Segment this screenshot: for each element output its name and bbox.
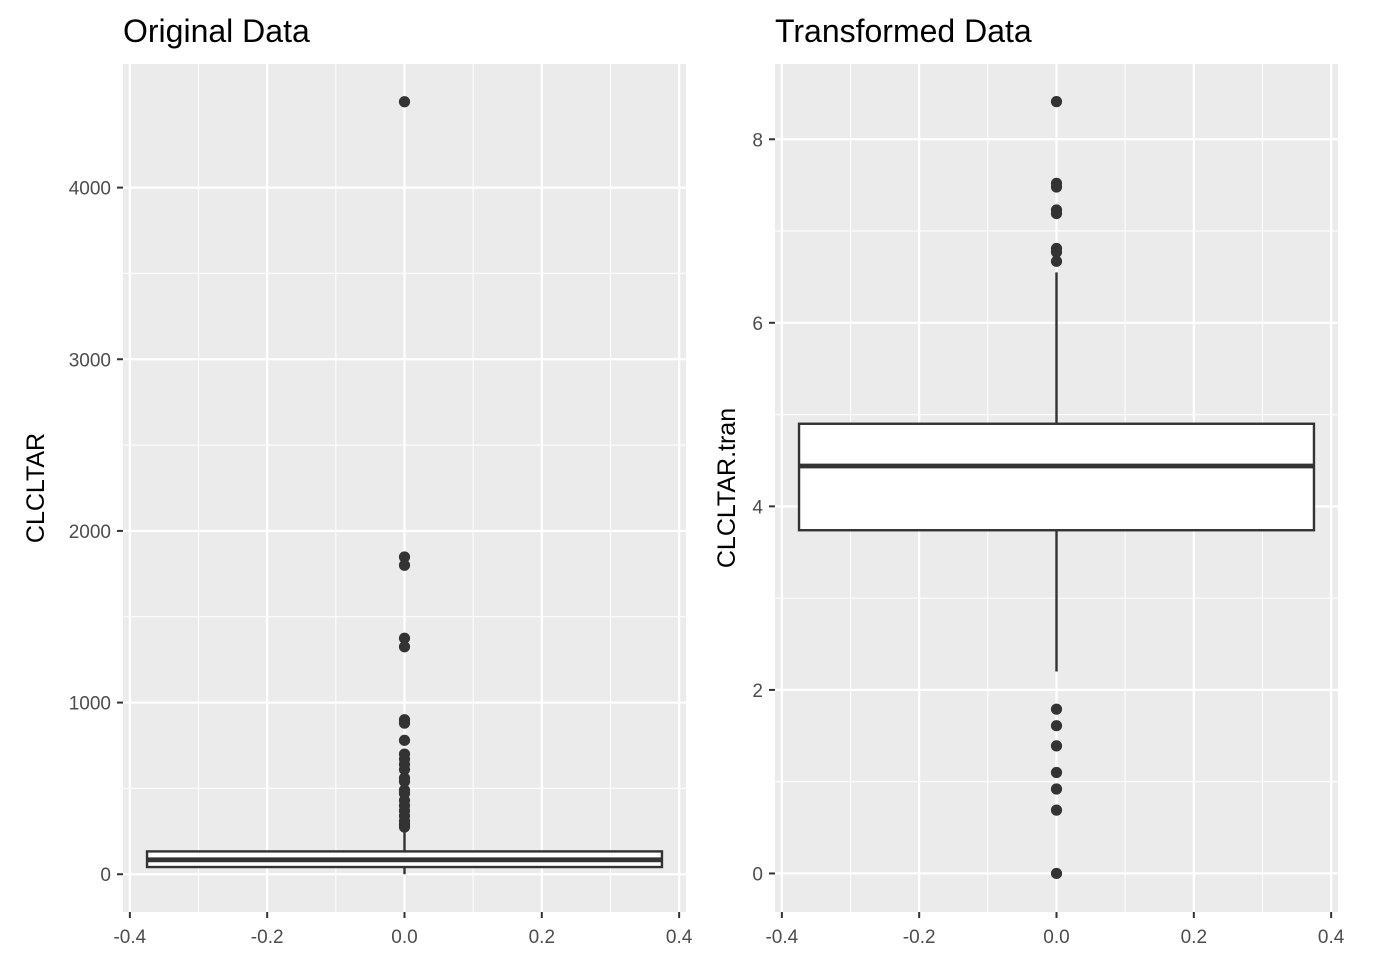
x-tick-label: -0.2 xyxy=(903,927,936,948)
outlier-point xyxy=(398,821,411,833)
outlier-point xyxy=(398,96,411,108)
outlier-point xyxy=(1050,96,1063,108)
x-tick-label: 0.0 xyxy=(1043,927,1069,948)
outlier-point xyxy=(1050,783,1063,795)
outlier-point xyxy=(1050,207,1063,220)
box-iqr xyxy=(797,422,1316,532)
x-tick-label: 0.0 xyxy=(391,927,417,948)
outlier-point xyxy=(398,763,411,776)
outlier-point xyxy=(1050,255,1063,267)
outlier-point xyxy=(1050,804,1063,816)
outlier-point xyxy=(1050,740,1063,752)
x-tick-label: -0.4 xyxy=(765,927,798,948)
outlier-point xyxy=(398,717,411,729)
outlier-point xyxy=(1050,181,1063,193)
outlier-point xyxy=(398,641,411,653)
x-tick-label: 0.4 xyxy=(1318,927,1345,948)
outlier-point xyxy=(1050,703,1063,715)
outlier-point xyxy=(398,734,411,746)
outlier-point xyxy=(398,775,411,788)
y-tick-label: 4 xyxy=(752,497,763,518)
y-axis-label: CLCLTAR xyxy=(22,433,50,543)
y-tick-label: 4000 xyxy=(69,179,111,200)
y-tick-label: 1000 xyxy=(69,694,111,715)
y-tick-label: 2000 xyxy=(69,522,111,543)
outlier-point xyxy=(398,632,411,644)
outlier-point xyxy=(1050,867,1063,880)
y-tick-label: 0 xyxy=(752,864,763,885)
outlier-point xyxy=(398,559,411,571)
x-tick-label: 0.4 xyxy=(666,927,693,948)
y-tick-label: 8 xyxy=(752,130,763,151)
x-tick-label: -0.4 xyxy=(113,927,146,948)
chart-title: Transformed Data xyxy=(775,13,1032,49)
outlier-point xyxy=(1050,720,1063,732)
outlier-point xyxy=(1050,766,1063,779)
x-tick-label: 0.2 xyxy=(1181,927,1207,948)
y-tick-label: 6 xyxy=(752,314,763,335)
outlier-point xyxy=(1050,246,1063,258)
chart-title: Original Data xyxy=(123,13,310,49)
chart-panel-1: 0 1000 2000 3000 4000 -0.4 -0.2 0.0 0.2 0.4 Origin… xyxy=(22,13,693,948)
outlier-point xyxy=(398,551,411,563)
y-tick-label: 0 xyxy=(100,865,111,886)
y-tick-label: 3000 xyxy=(69,350,111,371)
x-tick-label: -0.2 xyxy=(251,927,284,948)
y-axis-label: CLCLTAR.tran xyxy=(713,408,741,568)
y-tick-label: 2 xyxy=(752,681,763,702)
chart-panel-2: 0 2 4 6 8 -0.4 -0.2 0.0 0.2 0.4 Transformed Data CL… xyxy=(713,13,1345,948)
x-tick-label: 0.2 xyxy=(529,927,555,948)
